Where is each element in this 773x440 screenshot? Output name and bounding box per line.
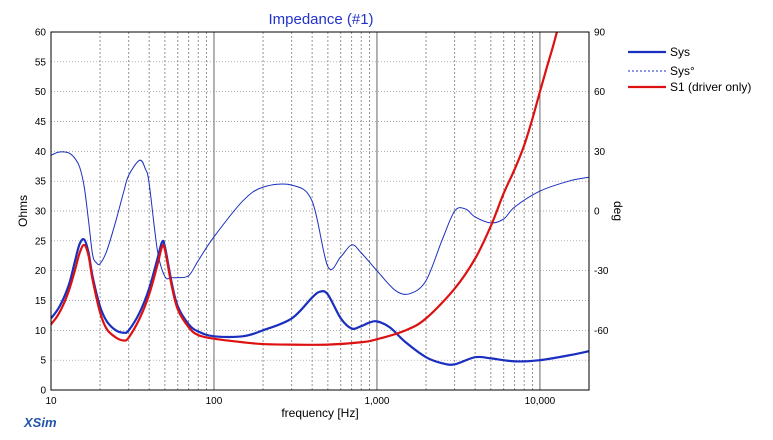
x-tick-label: 1,000: [364, 396, 389, 407]
y-tick-label: 25: [35, 236, 47, 247]
y-tick-label: 5: [40, 356, 46, 367]
x-tick-labels: 10 100 1,000 10,000: [45, 396, 555, 407]
legend-label-2: S1 (driver only): [670, 80, 751, 94]
series-layer: [51, 32, 589, 366]
x-tick-label: 10: [45, 396, 57, 407]
legend-label-0: Sys: [670, 45, 690, 59]
chart-title: Impedance (#1): [268, 11, 373, 28]
y-axis-label: Ohms: [16, 195, 30, 227]
y-tick-label: 15: [35, 296, 47, 307]
y-tick-labels: 0 5 10 15 20 25 30 35 40 45 50 55 60: [35, 28, 47, 397]
y-tick-label: 20: [35, 266, 47, 277]
y-tick-label: 35: [35, 177, 47, 188]
series-line-1: [51, 151, 589, 295]
y-tick-label: 10: [35, 326, 47, 337]
y2-tick-label: 90: [594, 28, 606, 39]
y2-tick-label: -30: [594, 266, 609, 277]
x-tick-label: 10,000: [525, 396, 556, 407]
y-tick-label: 45: [35, 117, 47, 128]
legend: Sys Sys° S1 (driver only): [628, 45, 751, 94]
y2-tick-label: 0: [594, 207, 600, 218]
y2-tick-label: 60: [594, 87, 606, 98]
y-tick-label: 30: [35, 207, 47, 218]
y2-axis-label: deg: [611, 201, 625, 221]
series-line-2: [51, 32, 559, 346]
y2-tick-label: 30: [594, 147, 606, 158]
y-tick-label: 60: [35, 28, 47, 39]
xsim-logo: XSim: [23, 415, 57, 430]
y-tick-label: 55: [35, 57, 47, 68]
y2-tick-labels: 90 60 30 0 -30 -60: [594, 28, 609, 337]
y2-tick-label: -60: [594, 326, 609, 337]
legend-label-1: Sys°: [670, 64, 695, 78]
plot-frame: [50, 31, 590, 391]
plot-area: [51, 32, 589, 390]
y-tick-label: 50: [35, 87, 47, 98]
y-tick-label: 0: [40, 386, 46, 397]
x-tick-label: 100: [206, 396, 223, 407]
y-tick-label: 40: [35, 147, 47, 158]
x-axis-label: frequency [Hz]: [281, 406, 358, 420]
